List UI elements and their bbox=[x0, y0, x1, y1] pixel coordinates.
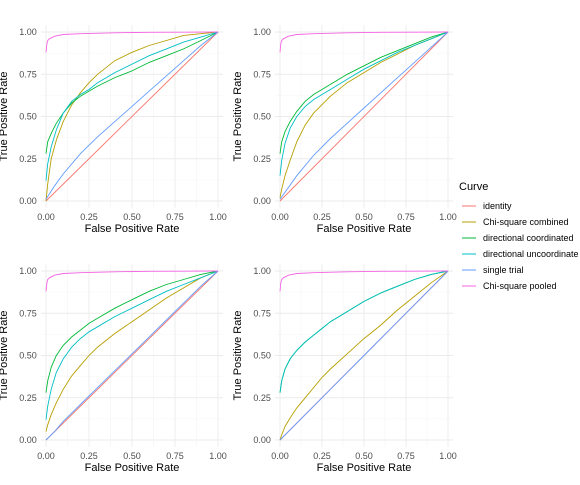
y-axis-title: True Positive Rate bbox=[232, 310, 244, 400]
series-chi-square-combined bbox=[279, 31, 449, 198]
x-tick-label: 0.50 bbox=[355, 212, 373, 222]
y-axis-title: True Positive Rate bbox=[0, 310, 10, 400]
legend-label: Chi-square combined bbox=[483, 217, 569, 227]
legend: Curve identity Chi-square combined directi… bbox=[459, 181, 579, 291]
series-chi-square-pooled bbox=[279, 31, 449, 53]
x-tick-label: 0.75 bbox=[397, 212, 415, 222]
roc-panel-4: 0.00 0.25 0.50 0.75 1.00 0.00 0.25 0.50 0.75 1.00… bbox=[232, 264, 457, 474]
x-tick-label: 1.00 bbox=[209, 212, 227, 222]
y-tick-label: 1.00 bbox=[253, 266, 271, 276]
y-tick-label: 0.75 bbox=[253, 69, 271, 79]
series-directional-uncoordinated bbox=[45, 31, 219, 181]
legend-item: Chi-square combined bbox=[462, 217, 569, 227]
series-chi-square-pooled bbox=[45, 31, 219, 53]
series-identity bbox=[45, 31, 219, 202]
legend-label: directional uncoordinate bbox=[483, 249, 579, 259]
x-tick-label: 0.25 bbox=[80, 451, 98, 461]
series-chi-square-combined bbox=[45, 270, 219, 432]
y-tick-label: 1.00 bbox=[19, 266, 37, 276]
series-single-trial bbox=[279, 31, 449, 200]
series-directional-coordinated bbox=[45, 270, 219, 393]
legend-item: directional coordinated bbox=[462, 233, 574, 243]
y-tick-label: 1.00 bbox=[253, 27, 271, 37]
x-tick-label: 1.00 bbox=[209, 451, 227, 461]
series-chi-square-combined bbox=[45, 31, 219, 202]
series-identity bbox=[45, 270, 219, 441]
y-tick-label: 0.75 bbox=[19, 308, 37, 318]
x-axis-title: False Positive Rate bbox=[85, 462, 180, 474]
y-tick-label: 0.25 bbox=[253, 154, 271, 164]
y-tick-label: 0.00 bbox=[253, 435, 271, 445]
x-tick-label: 0.75 bbox=[166, 451, 184, 461]
x-axis-title: False Positive Rate bbox=[317, 223, 412, 235]
y-tick-label: 0.50 bbox=[253, 351, 271, 361]
x-tick-label: 0.75 bbox=[397, 451, 415, 461]
series-single-trial bbox=[279, 270, 449, 441]
legend-label: single trial bbox=[483, 265, 524, 275]
y-tick-label: 0.50 bbox=[19, 112, 37, 122]
legend-label: identity bbox=[483, 201, 512, 211]
series-single-trial bbox=[45, 270, 219, 441]
roc-panel-3: 0.00 0.25 0.50 0.75 1.00 0.00 0.25 0.50 0.75 1.00… bbox=[0, 264, 227, 474]
y-axis-title: True Positive Rate bbox=[0, 71, 10, 161]
x-tick-label: 1.00 bbox=[439, 212, 457, 222]
series-directional-uncoordinated bbox=[279, 31, 449, 176]
series-single-trial bbox=[45, 31, 219, 200]
x-axis-title: False Positive Rate bbox=[85, 223, 180, 235]
y-tick-label: 0.00 bbox=[253, 196, 271, 206]
legend-item: Chi-square pooled bbox=[462, 281, 557, 291]
legend-label: Chi-square pooled bbox=[483, 281, 557, 291]
legend-item: single trial bbox=[462, 265, 524, 275]
y-axis-title: True Positive Rate bbox=[232, 71, 244, 161]
y-tick-label: 0.75 bbox=[253, 308, 271, 318]
series-directional-coordinated bbox=[45, 31, 219, 154]
y-tick-label: 0.25 bbox=[253, 393, 271, 403]
x-tick-label: 0.00 bbox=[271, 212, 289, 222]
y-tick-label: 0.75 bbox=[19, 69, 37, 79]
legend-item: directional uncoordinate bbox=[462, 249, 579, 259]
y-tick-label: 0.25 bbox=[19, 154, 37, 164]
y-tick-label: 0.00 bbox=[19, 435, 37, 445]
x-tick-label: 0.75 bbox=[166, 212, 184, 222]
series-directional-uncoordinated bbox=[45, 270, 219, 420]
x-tick-label: 0.00 bbox=[37, 212, 55, 222]
series-identity bbox=[279, 31, 449, 202]
panels: 0.00 0.25 0.50 0.75 1.00 0.00 0.25 0.50 0.75 1.00… bbox=[0, 25, 457, 474]
x-tick-label: 0.50 bbox=[123, 451, 141, 461]
x-axis-title: False Positive Rate bbox=[317, 462, 412, 474]
x-tick-label: 0.25 bbox=[313, 212, 331, 222]
x-tick-label: 0.50 bbox=[123, 212, 141, 222]
y-tick-label: 0.25 bbox=[19, 393, 37, 403]
legend-title: Curve bbox=[459, 181, 488, 193]
x-tick-label: 0.25 bbox=[313, 451, 331, 461]
x-tick-label: 1.00 bbox=[439, 451, 457, 461]
series-chi-square-combined bbox=[279, 270, 449, 441]
y-tick-label: 0.00 bbox=[19, 196, 37, 206]
series-directional-coordinated bbox=[279, 31, 449, 154]
legend-items: identity Chi-square combined directional c… bbox=[462, 201, 579, 291]
roc-panel-2: 0.00 0.25 0.50 0.75 1.00 0.00 0.25 0.50 0.75 1.00… bbox=[232, 25, 457, 235]
x-tick-label: 0.25 bbox=[80, 212, 98, 222]
legend-label: directional coordinated bbox=[483, 233, 574, 243]
series-directional-uncoordinated bbox=[279, 270, 449, 393]
y-tick-label: 0.50 bbox=[253, 112, 271, 122]
x-tick-label: 0.50 bbox=[355, 451, 373, 461]
roc-panel-1: 0.00 0.25 0.50 0.75 1.00 0.00 0.25 0.50 0.75 1.00… bbox=[0, 25, 227, 235]
x-tick-label: 0.00 bbox=[37, 451, 55, 461]
series-chi-square-pooled bbox=[45, 270, 219, 292]
y-tick-label: 0.50 bbox=[19, 351, 37, 361]
x-tick-label: 0.00 bbox=[271, 451, 289, 461]
legend-item: identity bbox=[462, 201, 512, 211]
series-chi-square-pooled bbox=[279, 270, 449, 292]
y-tick-label: 1.00 bbox=[19, 27, 37, 37]
